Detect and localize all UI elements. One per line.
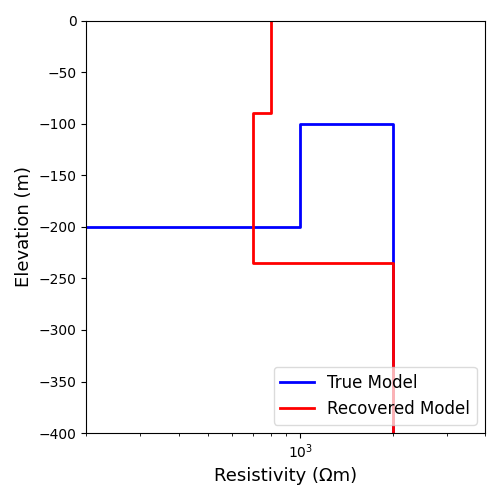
Recovered Model	[250, 110, 256, 116]
Line: Recovered Model: Recovered Model	[253, 20, 392, 433]
Line: True Model: True Model	[0, 20, 392, 433]
Recovered Model	[268, 18, 274, 24]
Y-axis label: Elevation (m): Elevation (m)	[15, 166, 33, 288]
Recovered Model	[250, 260, 256, 266]
True Model	[298, 224, 304, 230]
Recovered Model	[250, 110, 256, 116]
True Model	[390, 120, 396, 126]
Recovered Model	[390, 260, 396, 266]
Recovered Model	[390, 430, 396, 436]
Recovered Model	[390, 260, 396, 266]
Legend: True Model, Recovered Model: True Model, Recovered Model	[274, 367, 476, 425]
X-axis label: Resistivity (Ωm): Resistivity (Ωm)	[214, 467, 357, 485]
True Model	[390, 120, 396, 126]
Recovered Model	[268, 110, 274, 116]
True Model	[298, 224, 304, 230]
True Model	[298, 120, 304, 126]
True Model	[390, 430, 396, 436]
